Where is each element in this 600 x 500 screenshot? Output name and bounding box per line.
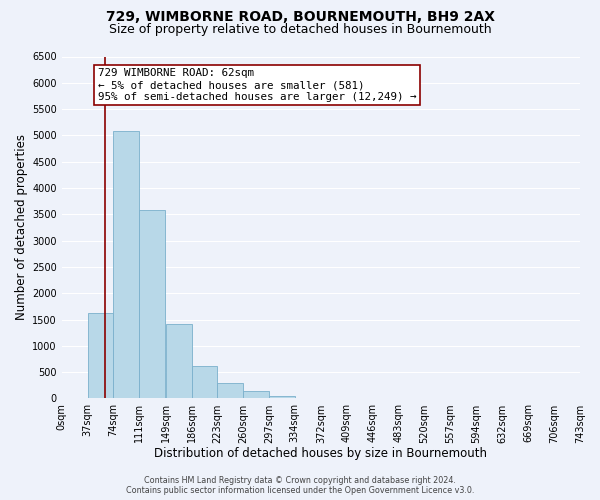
Bar — [217, 382, 243, 398]
Bar — [88, 312, 113, 398]
Text: 729, WIMBORNE ROAD, BOURNEMOUTH, BH9 2AX: 729, WIMBORNE ROAD, BOURNEMOUTH, BH9 2AX — [106, 10, 494, 24]
Bar — [166, 324, 191, 398]
Bar — [139, 210, 165, 398]
Text: 729 WIMBORNE ROAD: 62sqm
← 5% of detached houses are smaller (581)
95% of semi-d: 729 WIMBORNE ROAD: 62sqm ← 5% of detache… — [98, 68, 416, 102]
Bar — [191, 366, 217, 398]
Bar — [243, 390, 269, 398]
X-axis label: Distribution of detached houses by size in Bournemouth: Distribution of detached houses by size … — [154, 447, 487, 460]
Text: Size of property relative to detached houses in Bournemouth: Size of property relative to detached ho… — [109, 22, 491, 36]
Text: Contains HM Land Registry data © Crown copyright and database right 2024.
Contai: Contains HM Land Registry data © Crown c… — [126, 476, 474, 495]
Bar — [269, 396, 295, 398]
Y-axis label: Number of detached properties: Number of detached properties — [15, 134, 28, 320]
Bar — [113, 131, 139, 398]
